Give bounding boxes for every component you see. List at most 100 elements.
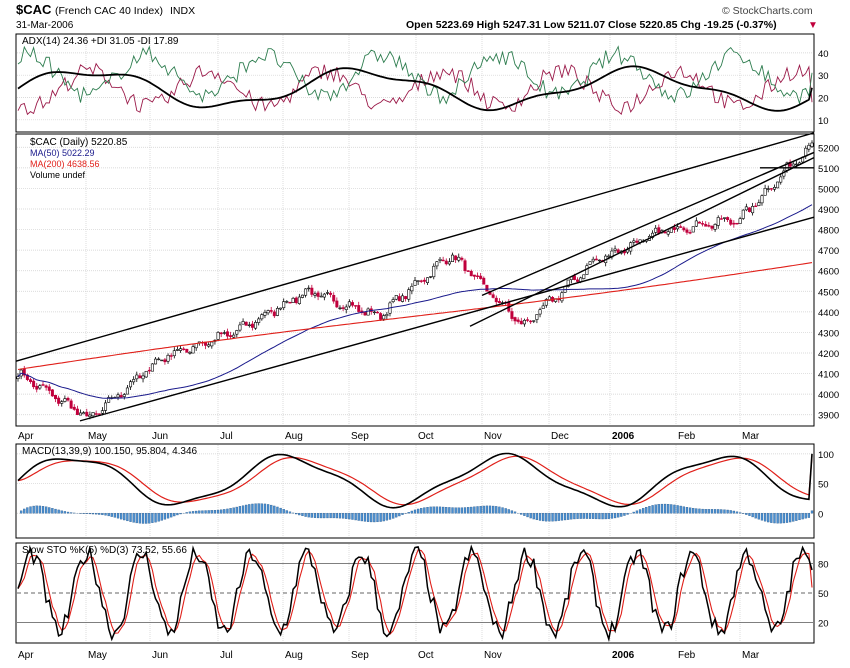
macd-hist-bar: [460, 507, 464, 514]
macd-hist-bar: [157, 513, 160, 522]
price-candle-body: [394, 295, 398, 300]
series-layer: [15, 45, 815, 643]
price-candle-body: [38, 385, 42, 389]
macd-hist-bar: [695, 508, 698, 514]
price-candle-body: [466, 270, 470, 272]
stoch-label: Slow STO %K(5) %D(3) 73.52, 55.66: [22, 545, 187, 556]
macd-hist-bar: [279, 507, 282, 514]
price-candle-body: [397, 296, 401, 302]
price-candle-body: [229, 335, 233, 337]
macd-hist-bar: [438, 506, 442, 514]
stoch-month-label: Oct: [418, 650, 434, 661]
macd-hist-bar: [360, 513, 364, 522]
price-candle-body: [260, 314, 264, 320]
price-candle-body: [694, 220, 698, 227]
price-candle-body: [526, 319, 530, 321]
price-candle-body: [497, 301, 501, 304]
price-candle-body: [291, 297, 295, 303]
price-candle-body: [35, 385, 39, 390]
macd-hist-bar: [245, 504, 248, 514]
price-tick-label: 4700: [818, 246, 839, 257]
macd-hist-bar: [604, 513, 607, 520]
macd-hist-bar: [529, 513, 532, 519]
price-candle-body: [104, 402, 108, 411]
macd-hist-bar: [357, 513, 360, 521]
macd-hist-bar: [388, 513, 392, 520]
macd-hist-bar: [98, 513, 101, 515]
macd-hist-bar: [792, 513, 795, 522]
price-candle-body: [529, 320, 533, 323]
price-candle-body: [541, 305, 545, 309]
macd-hist-bar: [679, 505, 682, 514]
macd-hist-bar: [138, 513, 142, 524]
macd-hist-bar: [563, 513, 567, 521]
price-candle-body: [175, 349, 179, 351]
macd-hist-bar: [335, 513, 339, 519]
macd-hist-bar: [345, 513, 348, 519]
price-candle-body: [769, 188, 773, 190]
macd-hist-bar: [338, 513, 342, 519]
macd-tick-label: 0: [818, 509, 823, 520]
ma200-line: [17, 262, 813, 371]
macd-hist-bar: [717, 509, 720, 514]
macd-hist-bar: [667, 504, 670, 514]
macd-hist-bar: [379, 513, 382, 522]
macd-hist-bar: [348, 513, 351, 520]
price-candle-body: [157, 358, 161, 361]
stoch-tick-label: 20: [818, 618, 829, 629]
macd-hist-bar: [66, 511, 70, 514]
price-month-label: Aug: [285, 431, 303, 442]
price-month-label: May: [88, 431, 107, 442]
price-candle-body: [216, 332, 220, 340]
adx-label: ADX(14) 24.36 +DI 31.05 -DI 17.89: [22, 36, 179, 47]
price-candle-body: [66, 397, 70, 401]
macd-hist-bar: [179, 513, 182, 515]
price-tick-label: 4300: [818, 328, 839, 339]
ma50-line: [17, 204, 813, 399]
price-candle-body: [391, 299, 395, 303]
macd-hist-bar: [451, 507, 454, 514]
price-candle-body: [810, 142, 814, 147]
price-candle-body: [219, 332, 223, 335]
macd-hist-bar: [270, 504, 273, 514]
macd-hist-bar: [26, 507, 29, 514]
price-candle-body: [457, 256, 461, 261]
macd-hist-bar: [201, 510, 204, 514]
price-candle-body: [232, 334, 236, 338]
macd-hist-bar: [726, 509, 729, 514]
price-candle-body: [419, 280, 423, 282]
macd-hist-bar: [573, 513, 576, 520]
price-candle-body: [250, 323, 254, 328]
price-candle-body: [735, 222, 739, 225]
price-candle-body: [469, 270, 473, 277]
macd-hist-bar: [501, 507, 504, 514]
price-candle-body: [779, 176, 783, 183]
price-candle-body: [732, 222, 736, 225]
macd-hist-bar: [254, 503, 257, 514]
axis-label-layer: 5200 5100 5000 4900 4800 4700 4600 4500 4400 4300…: [18, 49, 839, 661]
price-tick-label: 5100: [818, 164, 839, 175]
price-candle-body: [682, 227, 686, 231]
price-candle-body: [372, 311, 376, 314]
macd-hist-bar: [701, 508, 704, 514]
price-candle-body: [144, 370, 148, 378]
price-candle-body: [60, 401, 64, 404]
price-candle-body: [116, 394, 120, 398]
macd-hist-bar: [107, 513, 110, 517]
price-candle-body: [572, 275, 576, 280]
macd-hist-bar: [310, 513, 313, 518]
macd-hist-bar: [298, 513, 301, 516]
price-candle-body: [688, 232, 692, 234]
macd-hist-bar: [373, 513, 376, 523]
macd-hist-bar: [779, 513, 782, 524]
price-candle-body: [679, 226, 683, 228]
macd-hist-bar: [801, 513, 804, 520]
price-candle-body: [169, 355, 173, 357]
macd-hist-bar: [154, 513, 157, 523]
price-candle-body: [366, 308, 370, 316]
price-candle-body: [726, 217, 730, 220]
macd-hist-bar: [226, 508, 229, 514]
price-candle-body: [538, 309, 542, 315]
macd-hist-bar: [523, 513, 526, 516]
price-candle-body: [300, 294, 304, 298]
